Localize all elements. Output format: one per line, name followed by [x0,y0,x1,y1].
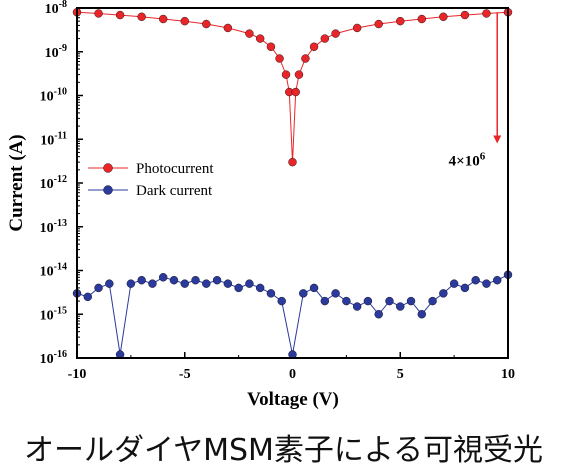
chart: 10-1610-1510-1410-1310-1210-1110-1010-91… [6,0,515,410]
data-point [191,276,200,285]
data-point [266,289,276,298]
data-point [223,279,233,288]
data-point [493,276,502,285]
y-tick-label: 10-13 [40,218,67,236]
data-point [342,296,351,306]
data-point [352,302,362,311]
data-point [212,276,222,285]
data-point [363,296,373,306]
data-point [482,9,491,18]
data-point [385,296,394,306]
data-point [309,283,319,293]
y-tick-label: 10-8 [45,0,67,17]
data-point [417,14,426,24]
data-point [126,279,136,288]
data-point [374,310,383,319]
annotation-text: 4×106 [449,150,486,169]
data-point [94,9,103,18]
data-point [449,279,459,288]
data-point [301,54,310,63]
data-point [245,279,254,288]
x-axis-ticks: -10 -5 0 5 10 [68,352,515,382]
data-point [105,279,114,288]
plot-frame [76,7,509,359]
y-tick-label: 10-12 [40,174,67,192]
data-point [255,283,265,293]
y-axis-ticks: 10-16 10-15 10-14 10-13 10-12 10-11 10-10 10-9 1… [40,0,83,367]
data-point [255,34,265,43]
y-tick-label: 10-15 [40,305,67,323]
data-point [275,54,284,63]
legend-label: Dark current [136,183,213,199]
x-tick-label: 10 [501,367,515,382]
data-point [202,19,211,29]
data-point [428,296,437,306]
data-point [137,276,146,285]
x-axis-title: Voltage (V) [247,389,339,410]
data-point [115,10,125,20]
data-point [439,289,448,298]
data-point [320,296,330,306]
data-point [439,12,448,21]
data-point [331,289,340,298]
data-point [169,276,179,285]
data-point [180,16,189,26]
data-point [309,42,319,51]
data-point [245,29,254,38]
data-point [331,29,340,38]
data-point [352,23,362,33]
data-point [482,279,491,288]
data-point [396,16,405,26]
series-line [76,11,509,163]
data-point [294,70,304,79]
annotation-layer: 4×106 [449,12,502,169]
data-point [137,12,146,21]
x-tick-label: 0 [289,367,296,382]
data-point [471,276,480,285]
y-tick-label: 10-14 [40,262,67,280]
data-point [320,34,330,43]
legend-marker [103,163,113,173]
plot-area [72,8,513,359]
x-tick-label: -10 [68,367,87,382]
data-point [417,310,426,319]
legend: Photocurrent Dark current [88,161,214,199]
data-point [202,279,211,288]
data-point [223,23,233,33]
data-point [158,273,168,282]
annotation-arrowhead [493,135,502,144]
data-point [460,10,470,20]
data-point [374,19,383,29]
data-point [83,292,92,302]
data-point [460,283,470,293]
data-point [281,70,291,79]
data-point [94,283,103,293]
legend-label: Photocurrent [136,161,214,177]
legend-marker [103,185,113,195]
data-point [234,283,243,293]
photocurrent-series [72,8,513,167]
y-tick-label: 10-16 [40,349,67,367]
data-point [277,296,286,306]
data-point [148,279,157,288]
x-tick-label: -5 [179,367,191,382]
data-point [406,296,416,306]
caption: オールダイヤMSM素子による可視受光 [23,433,543,468]
data-point [158,14,168,24]
data-point [266,42,276,51]
data-point [180,279,189,288]
data-point [299,289,308,298]
data-point [396,302,405,311]
y-tick-label: 10-11 [40,130,67,148]
x-tick-label: 5 [397,367,404,382]
y-tick-label: 10-9 [45,43,67,61]
dark-current-series [72,270,513,359]
y-tick-label: 10-10 [40,87,67,105]
series-line [76,274,509,355]
data-point [288,157,297,167]
y-axis-title: Current (A) [6,134,27,231]
data-point [291,87,300,97]
